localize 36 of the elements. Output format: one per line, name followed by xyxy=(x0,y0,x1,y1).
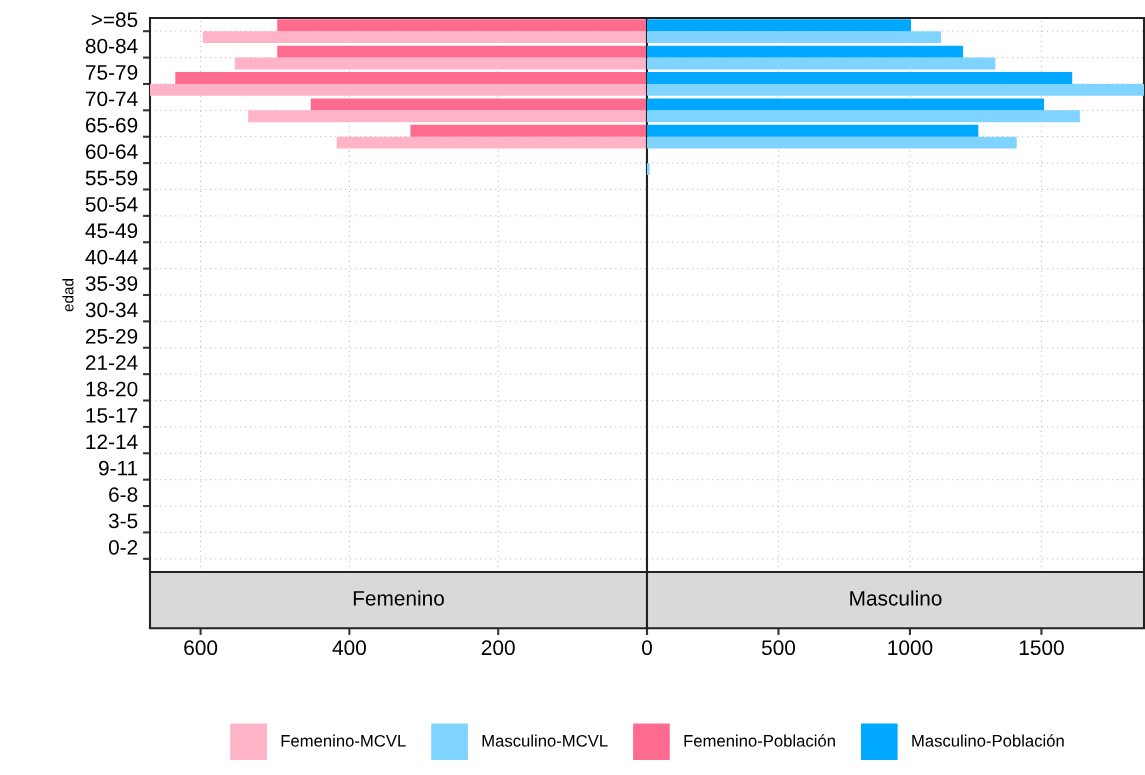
x-tick-label: 1000 xyxy=(888,640,933,656)
x-tick-label: 400 xyxy=(332,640,366,656)
y-tick-label: 55-59 xyxy=(85,170,138,186)
x-tick-label: 600 xyxy=(184,640,218,656)
x-tick-label: 500 xyxy=(761,640,796,656)
y-tick-label: 75-79 xyxy=(85,65,138,80)
y-tick-label: >=85 xyxy=(91,12,138,28)
y-tick-label: 9-11 xyxy=(99,460,138,476)
legend-label: Masculino-MCVL xyxy=(482,734,608,747)
y-tick-label: 18-20 xyxy=(86,381,138,397)
y-tick-label: 70-74 xyxy=(85,91,138,107)
text: Femenino xyxy=(353,590,444,606)
y-tick-label: 50-54 xyxy=(85,196,138,212)
x-tick-label: 200 xyxy=(481,640,515,656)
legend-label: Masculino-Población xyxy=(912,734,1064,747)
y-tick-label: 60-64 xyxy=(85,144,138,159)
x-tick-label: 1500 xyxy=(1019,640,1064,656)
y-tick-label: 21-24 xyxy=(85,355,138,370)
y-tick-label: 30-34 xyxy=(85,302,138,318)
y-tick-label: 65-69 xyxy=(85,117,138,133)
y-tick-label: 35-39 xyxy=(85,276,138,291)
y-tick-label: 15-17 xyxy=(86,408,138,423)
x-tick-label: 0 xyxy=(642,640,652,656)
bar xyxy=(647,163,650,175)
legend-label: Femenino-Población xyxy=(684,734,835,747)
y-axis-title: edad xyxy=(62,278,74,312)
text: Masculino xyxy=(850,590,942,606)
y-tick-label: 40-44 xyxy=(85,249,138,265)
legend-label: Femenino-MCVL xyxy=(281,734,406,747)
y-tick-label: 3-5 xyxy=(108,513,138,529)
y-tick-label: 45-49 xyxy=(85,223,138,239)
y-tick-label: 25-29 xyxy=(85,328,138,344)
y-tick-label: 12-14 xyxy=(86,434,138,449)
y-tick-label: 0-2 xyxy=(108,539,138,555)
y-tick-label: 6-8 xyxy=(109,487,138,502)
y-tick-label: 80-84 xyxy=(85,38,138,54)
